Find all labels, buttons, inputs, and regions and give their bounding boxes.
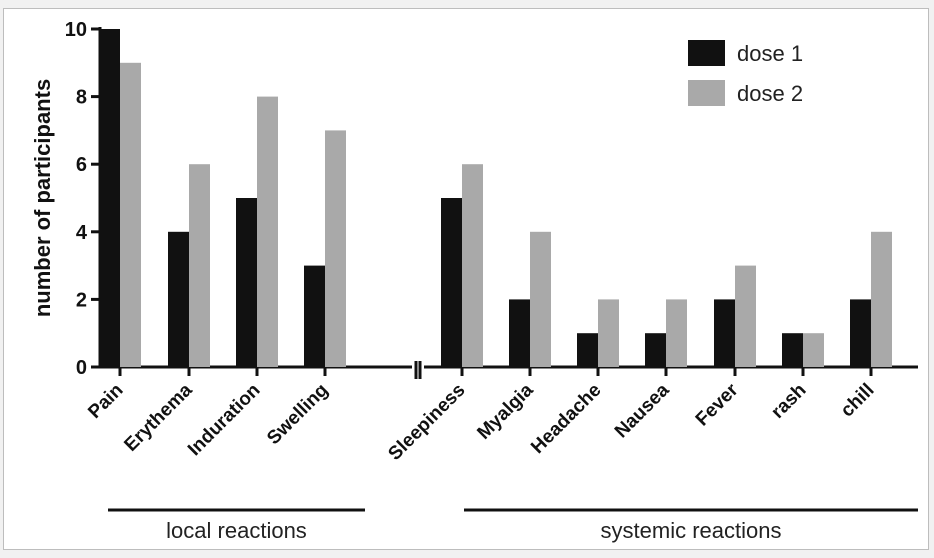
bar-dose-1-chill: [850, 299, 871, 367]
y-tick-label: 6: [76, 154, 87, 176]
category-label: Sleepiness: [384, 380, 469, 465]
bar-dose-1-nausea: [645, 333, 666, 367]
bar-dose-1-rash: [782, 333, 803, 367]
category-label: Swelling: [263, 380, 332, 449]
bar-dose-1-erythema: [168, 232, 189, 367]
legend-swatch: [688, 80, 725, 106]
bar-dose-2-sleepiness: [462, 164, 483, 367]
bar-dose-2-fever: [735, 266, 756, 367]
bar-dose-2-chill: [871, 232, 892, 367]
category-label: Myalgia: [473, 379, 537, 443]
category-label: Headache: [527, 380, 605, 458]
category-label: chill: [837, 380, 879, 422]
category-label: Nausea: [611, 379, 674, 442]
category-label: Fever: [692, 379, 743, 430]
bar-dose-2-induration: [257, 97, 278, 367]
bar-dose-2-headache: [598, 299, 619, 367]
bar-dose-1-headache: [577, 333, 598, 367]
bar-dose-1-pain: [99, 29, 120, 367]
category-label: Induration: [184, 380, 265, 461]
bar-dose-1-swelling: [304, 266, 325, 367]
bar-dose-2-erythema: [189, 164, 210, 367]
bar-dose-1-myalgia: [509, 299, 530, 367]
y-tick-label: 4: [76, 222, 88, 244]
y-axis-label: number of participants: [30, 79, 55, 317]
bar-dose-2-nausea: [666, 299, 687, 367]
group-label: local reactions: [166, 518, 307, 543]
bar-dose-1-induration: [236, 198, 257, 367]
bar-dose-2-pain: [120, 63, 141, 367]
y-tick-label: 2: [76, 289, 87, 311]
legend-label: dose 1: [737, 41, 803, 66]
bar-dose-2-rash: [803, 333, 824, 367]
group-label: systemic reactions: [601, 518, 782, 543]
bar-dose-2-myalgia: [530, 232, 551, 367]
y-tick-label: 8: [76, 87, 87, 109]
legend-swatch: [688, 40, 725, 66]
category-label: rash: [767, 380, 810, 423]
category-label: Pain: [84, 380, 127, 423]
bar-dose-2-swelling: [325, 130, 346, 367]
legend-label: dose 2: [737, 81, 803, 106]
y-tick-label: 10: [65, 19, 87, 41]
bar-dose-1-sleepiness: [441, 198, 462, 367]
y-tick-label: 0: [76, 357, 87, 379]
bar-dose-1-fever: [714, 299, 735, 367]
